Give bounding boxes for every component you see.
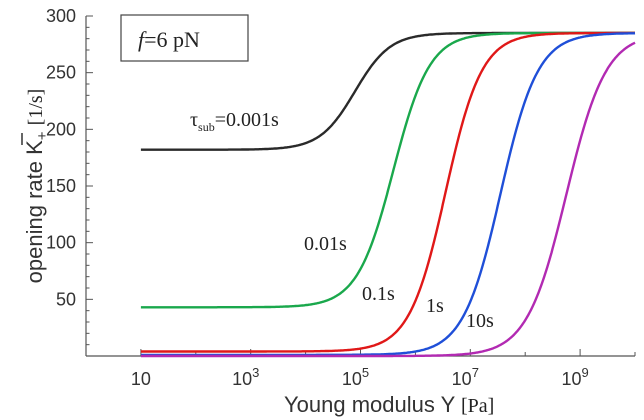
x-tick-label: 103 xyxy=(232,365,259,389)
y-tick-label: 150 xyxy=(46,176,76,196)
series-label-10s: 10s xyxy=(466,310,494,332)
y-tick-label: 200 xyxy=(46,119,76,139)
axes xyxy=(85,15,636,357)
x-tick-label: 105 xyxy=(342,365,369,389)
series-label-1s: 1s xyxy=(426,295,444,317)
y-tick-labels: 50 100 150 200 250 300 xyxy=(46,6,76,309)
x-tick-labels: 10 103 105 107 109 xyxy=(131,365,589,389)
x-tick-label: 107 xyxy=(452,365,479,389)
series-labels: τsub=0.001s 0.01s 0.1s 1s 10s xyxy=(190,109,494,332)
y-axis-label: opening rate K+ [1/s] xyxy=(21,89,51,284)
series-label-0001s: τsub=0.001s xyxy=(190,109,279,134)
x-axis-label: Young modulus Y [Pa] xyxy=(284,392,494,417)
ylabel-symbol: K xyxy=(22,140,47,155)
x-tick-label: 109 xyxy=(561,365,588,389)
x-tick-label: 10 xyxy=(131,369,151,389)
svg-text:opening rate K+ [1/s]: opening rate K+ [1/s] xyxy=(22,89,51,284)
series-line-4 xyxy=(140,41,636,358)
series-label-001s: 0.01s xyxy=(304,233,347,255)
y-tick-label: 300 xyxy=(46,6,76,26)
force-box: f=6 pN xyxy=(120,14,249,62)
force-label: f=6 pN xyxy=(138,27,200,52)
y-tick-label: 250 xyxy=(46,63,76,83)
y-tick-label: 50 xyxy=(56,289,76,309)
series-line-1 xyxy=(140,31,636,309)
series-lines xyxy=(140,31,636,358)
y-tick-label: 100 xyxy=(46,233,76,253)
series-label-01s: 0.1s xyxy=(362,283,395,305)
series-line-2 xyxy=(140,31,636,353)
